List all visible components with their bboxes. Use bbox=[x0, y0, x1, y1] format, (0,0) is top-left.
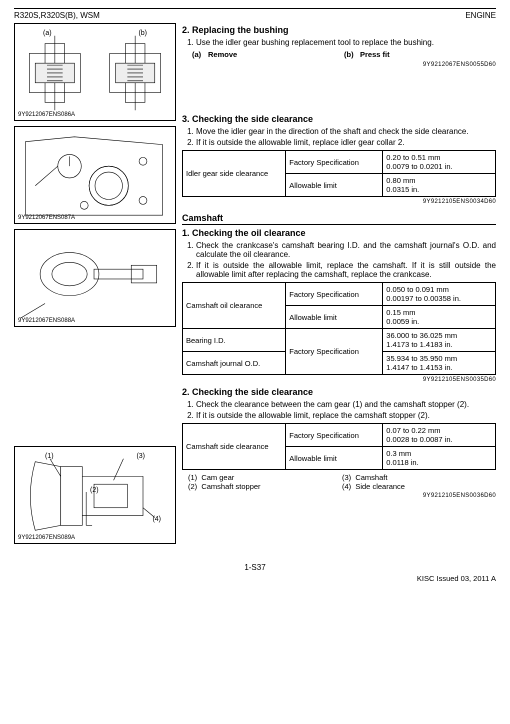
bushing-diagram-icon bbox=[15, 24, 175, 120]
spec-value: 0.15 mm0.0059 in. bbox=[383, 306, 496, 329]
spec-kind: Allowable limit bbox=[286, 447, 383, 470]
step: If it is outside the allowable limit, re… bbox=[196, 411, 496, 420]
column-gap bbox=[14, 332, 176, 446]
doc-number: 9Y9212105ENS0036D60 bbox=[182, 493, 496, 499]
spec-value: 0.050 to 0.091 mm0.00197 to 0.00358 in. bbox=[383, 283, 496, 306]
steps-list: Move the idler gear in the direction of … bbox=[196, 127, 496, 147]
spec-value: 0.80 mm0.0315 in. bbox=[383, 174, 496, 197]
figure-side-clearance-check: 9Y9212067ENS087A bbox=[14, 126, 176, 224]
issue-date: KISC Issued 03, 2011 A bbox=[14, 574, 496, 583]
spec-name: Camshaft side clearance bbox=[183, 424, 286, 470]
step: Use the idler gear bushing replacement t… bbox=[196, 38, 496, 47]
page-number: 1-S37 bbox=[14, 563, 496, 572]
spec-kind: Factory Specification bbox=[286, 329, 383, 375]
header-left: R320S,R320S(B), WSM bbox=[14, 11, 100, 20]
doc-number: 9Y9212105ENS0034D60 bbox=[182, 199, 496, 205]
figure-label-1: (1) bbox=[45, 453, 54, 460]
figure-code: 9Y9212067ENS087A bbox=[18, 215, 75, 221]
legend-key: (4) bbox=[342, 482, 351, 491]
spec-value: 36.000 to 36.025 mm1.4173 to 1.4183 in. bbox=[383, 329, 496, 352]
section-replacing-bushing-title: 2. Replacing the bushing bbox=[182, 25, 496, 35]
section-cam-side-clearance-title: 2. Checking the side clearance bbox=[182, 387, 496, 397]
camshaft-side-clearance-table: Camshaft side clearance Factory Specific… bbox=[182, 423, 496, 470]
spec-kind: Allowable limit bbox=[286, 306, 383, 329]
spec-kind: Factory Specification bbox=[286, 424, 383, 447]
dial-gauge-diagram-icon bbox=[15, 127, 175, 223]
spec-name: Bearing I.D. bbox=[183, 329, 286, 352]
legend: (1) Cam gear (2) Camshaft stopper (3) Ca… bbox=[188, 473, 496, 491]
content-column: 2. Replacing the bushing Use the idler g… bbox=[182, 23, 496, 549]
figure-label-3: (3) bbox=[136, 453, 145, 460]
legend-key: (3) bbox=[342, 473, 351, 482]
figure-cam-side-clearance: (1) (2) (3) (4) bbox=[14, 446, 176, 544]
page: R320S,R320S(B), WSM ENGINE (a) (b) bbox=[0, 0, 510, 589]
camshaft-heading: Camshaft bbox=[182, 213, 496, 225]
key-a: (a) bbox=[192, 50, 208, 59]
figure-label-b: (b) bbox=[138, 30, 147, 37]
doc-number: 9Y9212067ENS0055D60 bbox=[182, 62, 496, 68]
step: If it is outside the allowable limit, re… bbox=[196, 138, 496, 147]
spec-name: Idler gear side clearance bbox=[183, 151, 286, 197]
legend-key: (2) bbox=[188, 482, 197, 491]
legend-val: Camshaft stopper bbox=[201, 482, 260, 491]
step: Move the idler gear in the direction of … bbox=[196, 127, 496, 136]
top-rule bbox=[14, 8, 496, 9]
spec-value: 0.20 to 0.51 mm0.0079 to 0.0201 in. bbox=[383, 151, 496, 174]
legend-val: Side clearance bbox=[355, 482, 405, 491]
figure-label-2: (2) bbox=[90, 487, 99, 494]
step: If it is outside the allowable limit, re… bbox=[196, 261, 496, 279]
camshaft-oil-clearance-table: Camshaft oil clearance Factory Specifica… bbox=[182, 282, 496, 375]
section-side-clearance-title: 3. Checking the side clearance bbox=[182, 114, 496, 124]
val-b: Press fit bbox=[360, 50, 390, 59]
idler-gear-clearance-table: Idler gear side clearance Factory Specif… bbox=[182, 150, 496, 197]
legend-val: Cam gear bbox=[201, 473, 234, 482]
figure-camshaft-measure: 9Y9212067ENS088A bbox=[14, 229, 176, 327]
figure-bushing-tool: (a) (b) 9Y9212 bbox=[14, 23, 176, 121]
legend-key: (1) bbox=[188, 473, 197, 482]
remove-pressfit-row: (a)Remove (b)Press fit bbox=[192, 50, 496, 59]
figure-code: 9Y9212067ENS088A bbox=[18, 318, 75, 324]
steps-list: Check the crankcase's camshaft bearing I… bbox=[196, 241, 496, 279]
steps-list: Use the idler gear bushing replacement t… bbox=[196, 38, 496, 47]
figures-column: (a) (b) 9Y9212 bbox=[14, 23, 176, 549]
micrometer-diagram-icon bbox=[15, 230, 175, 326]
key-b: (b) bbox=[344, 50, 360, 59]
section-oil-clearance-title: 1. Checking the oil clearance bbox=[182, 228, 496, 238]
spec-value: 35.934 to 35.950 mm1.4147 to 1.4153 in. bbox=[383, 352, 496, 375]
figure-label-4: (4) bbox=[152, 516, 161, 523]
step: Check the clearance between the cam gear… bbox=[196, 400, 496, 409]
doc-number: 9Y9212105ENS0035D60 bbox=[182, 377, 496, 383]
spec-kind: Factory Specification bbox=[286, 283, 383, 306]
figure-code: 9Y9212067ENS086A bbox=[18, 112, 75, 118]
spec-value: 0.3 mm0.0118 in. bbox=[383, 447, 496, 470]
spec-value: 0.07 to 0.22 mm0.0028 to 0.0087 in. bbox=[383, 424, 496, 447]
spec-kind: Factory Specification bbox=[286, 151, 383, 174]
steps-list: Check the clearance between the cam gear… bbox=[196, 400, 496, 420]
figure-code: 9Y9212067ENS089A bbox=[18, 535, 75, 541]
spec-kind: Allowable limit bbox=[286, 174, 383, 197]
page-header: R320S,R320S(B), WSM ENGINE bbox=[14, 11, 496, 20]
spec-name: Camshaft oil clearance bbox=[183, 283, 286, 329]
step: Check the crankcase's camshaft bearing I… bbox=[196, 241, 496, 259]
val-a: Remove bbox=[208, 50, 237, 59]
figure-label-a: (a) bbox=[43, 30, 52, 37]
spec-name: Camshaft journal O.D. bbox=[183, 352, 286, 375]
cam-gear-diagram-icon bbox=[15, 447, 175, 543]
spacer bbox=[182, 72, 496, 112]
main-columns: (a) (b) 9Y9212 bbox=[14, 23, 496, 549]
header-right: ENGINE bbox=[465, 11, 496, 20]
legend-val: Camshaft bbox=[355, 473, 387, 482]
